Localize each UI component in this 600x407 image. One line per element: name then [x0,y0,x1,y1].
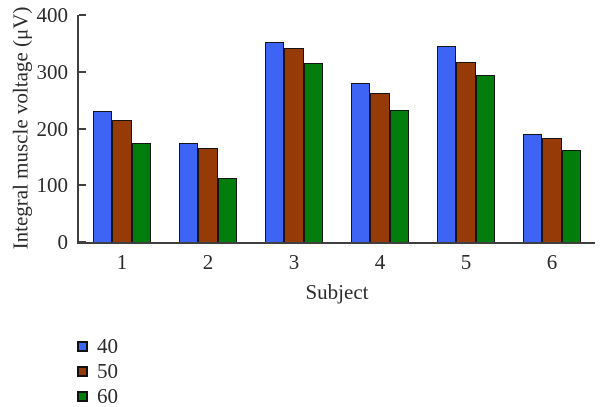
x-tick-label: 5 [460,250,472,274]
bar-series-60-subject-5 [475,75,495,242]
plot-area [77,14,595,244]
bar-group-subject-1 [93,111,151,242]
y-tick-label: 100 [36,173,69,198]
bar-series-40-subject-5 [437,46,457,242]
bar-series-60-subject-3 [303,62,323,242]
bar-series-50-subject-5 [456,62,476,242]
y-tick-mark [79,127,86,130]
x-axis-title: Subject [305,280,369,304]
bar-series-60-subject-1 [131,142,151,242]
bar-group-subject-3 [265,42,323,242]
bar-group-subject-4 [351,83,409,242]
bar-series-50-subject-2 [198,148,218,242]
y-tick-label: 0 [57,230,69,254]
bar-series-40-subject-4 [351,83,371,242]
bar-series-50-subject-3 [284,47,304,242]
legend-label: 40 [97,334,118,358]
legend-swatch-60 [77,391,88,402]
bar-series-40-subject-3 [265,42,285,242]
bar-group-subject-6 [523,134,581,242]
x-tick-label: 3 [288,250,300,274]
x-tick-label: 6 [546,250,558,274]
x-tick-label: 1 [116,250,128,274]
legend-item-40: 40 [77,334,118,359]
x-tick-label: 4 [374,250,386,274]
y-tick-label: 400 [36,3,69,27]
legend-item-60: 60 [77,384,118,407]
bar-series-60-subject-2 [217,177,237,242]
bar-group-subject-2 [179,142,237,242]
bar-series-60-subject-4 [389,110,409,242]
legend: 40 50 60 [77,334,118,407]
bar-series-50-subject-1 [112,120,132,242]
y-tick-label: 300 [36,59,69,84]
y-tick-mark [79,184,86,187]
bar-series-60-subject-6 [561,149,581,242]
legend-swatch-40 [77,341,88,352]
bar-series-40-subject-6 [523,134,543,242]
bar-group-subject-5 [437,46,495,242]
y-tick-label: 200 [36,116,69,141]
legend-label: 60 [97,384,118,407]
bar-series-40-subject-1 [93,111,113,242]
legend-label: 50 [97,359,118,383]
legend-swatch-50 [77,366,88,377]
bar-series-40-subject-2 [179,142,199,242]
y-tick-mark [79,14,86,16]
bar-series-50-subject-4 [370,92,390,242]
y-tick-mark [79,241,86,243]
x-tick-label: 2 [202,250,214,274]
bar-series-50-subject-6 [542,137,562,242]
legend-item-50: 50 [77,359,118,384]
y-tick-mark [79,70,86,73]
